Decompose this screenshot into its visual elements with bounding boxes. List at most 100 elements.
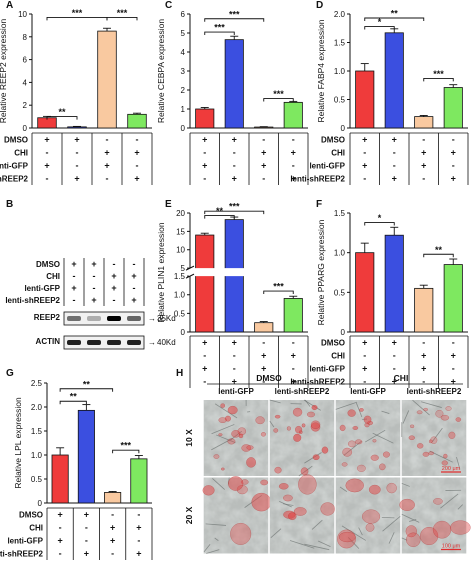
cell-fiber: [269, 399, 281, 404]
condition-sign: -: [292, 338, 295, 348]
condition-label-chi: CHI: [46, 272, 60, 281]
condition-sign: -: [262, 135, 265, 145]
bar: [443, 264, 463, 333]
significance-bracket: [364, 26, 395, 30]
lipid-droplet: [352, 425, 359, 430]
condition-sign: -: [393, 364, 396, 374]
condition-sign: -: [106, 174, 109, 184]
condition-sign: +: [232, 377, 237, 387]
panel-letter: D: [316, 0, 323, 11]
lipid-droplet: [448, 431, 456, 439]
y-tick-label: 1: [181, 105, 186, 114]
y-tick-label: 0: [181, 124, 186, 133]
condition-sign: +: [74, 135, 79, 145]
condition-sign: -: [85, 536, 88, 546]
lipid-droplet: [365, 523, 375, 532]
condition-sign: -: [106, 135, 109, 145]
condition-sign: +: [392, 135, 397, 145]
y-tick-label: 4: [23, 78, 28, 87]
row-label: 10 X: [184, 429, 194, 447]
condition-sign: +: [451, 174, 456, 184]
significance-bracket: [204, 210, 265, 215]
column-label: lenti-GFP: [350, 387, 386, 396]
cell-fiber: [339, 486, 348, 492]
lipid-droplet: [246, 445, 254, 450]
lipid-droplet: [338, 531, 356, 543]
panel-letter: G: [6, 368, 14, 379]
significance-label: ***: [229, 9, 240, 19]
condition-sign: -: [76, 148, 79, 158]
condition-label-lenti-gfp: lenti-GFP: [0, 162, 29, 171]
lipid-droplet: [422, 451, 430, 457]
lipid-droplet: [227, 438, 236, 445]
lipid-droplet: [292, 407, 303, 417]
blot-frame: [63, 335, 145, 350]
micrograph-texture: [401, 400, 467, 476]
significance-bracket: [46, 116, 78, 120]
cell-fiber: [388, 532, 395, 544]
condition-label-chi: CHI: [331, 352, 345, 361]
cell-fiber: [358, 527, 363, 536]
lipid-droplet: [220, 403, 225, 408]
lipid-droplet: [363, 415, 372, 424]
group-label: CHI: [394, 373, 409, 383]
lipid-droplet: [355, 439, 363, 445]
lipid-droplet: [416, 410, 423, 415]
condition-sign: +: [84, 510, 89, 520]
condition-sign: -: [363, 174, 366, 184]
panel-d: D 0 0.5 1.0 1.5 2.0 Relative FABP4 expression *…: [290, 0, 469, 185]
condition-sign: +: [421, 161, 426, 171]
condition-label-lenti-gfp: lenti-GFP: [309, 365, 345, 374]
condition-sign: +: [131, 271, 136, 281]
bar: [67, 126, 87, 129]
lipid-droplet: [409, 424, 415, 429]
lipid-droplet: [399, 498, 415, 511]
lipid-droplet: [301, 423, 306, 428]
lipid-droplet: [441, 460, 448, 466]
y-tick-label: 1.5: [174, 272, 186, 281]
blot-band: [87, 340, 101, 345]
bar: [283, 101, 303, 129]
lipid-droplet: [227, 405, 238, 415]
cell-fiber: [335, 401, 358, 410]
panel-letter: E: [165, 199, 172, 210]
blot-band: [127, 316, 141, 321]
condition-label-lenti-shreep2: lenti-shREEP2: [0, 175, 29, 184]
lipid-droplet: [417, 443, 424, 449]
y-tick-label: 0: [341, 328, 346, 337]
bar: [384, 234, 404, 333]
panel-letter: C: [165, 0, 172, 11]
panel-g: G 0 0.5 1.0 1.5 2.0 2.5 Relative LPL expression…: [0, 368, 153, 560]
panel-h-micrographs: H DMSO CHI lenti-GFP lenti-shREEP2 lenti-GFP l…: [176, 368, 471, 554]
condition-sign: +: [131, 295, 136, 305]
lipid-droplet: [347, 409, 356, 417]
significance-bracket: [423, 253, 454, 258]
significance-label: **: [83, 379, 91, 389]
bar: [355, 70, 375, 129]
lipid-droplet: [260, 432, 266, 437]
condition-sign: +: [134, 148, 139, 158]
lipid-droplet: [278, 483, 289, 490]
condition-sign: +: [261, 364, 266, 374]
lipid-droplet: [342, 447, 353, 457]
significance-label: **: [70, 392, 78, 402]
y-tick-label: 3: [181, 67, 186, 76]
bar: [127, 113, 147, 129]
micrograph-image: [399, 477, 471, 554]
condition-sign: +: [451, 148, 456, 158]
condition-sign: -: [133, 259, 136, 269]
condition-sign: -: [203, 377, 206, 387]
condition-sign: +: [44, 135, 49, 145]
condition-sign: -: [137, 510, 140, 520]
significance-label: ***: [72, 8, 83, 18]
condition-sign: +: [71, 259, 76, 269]
significance-bracket: [263, 290, 294, 295]
lipid-droplet: [455, 417, 462, 422]
micrograph-image: [335, 400, 401, 476]
y-tick-label: 1.0: [31, 451, 43, 460]
condition-label-lenti-shreep2: lenti-shREEP2: [290, 378, 345, 387]
significance-label: ***: [214, 23, 225, 33]
condition-label-lenti-gfp: lenti-GFP: [7, 537, 43, 546]
condition-sign: +: [362, 338, 367, 348]
